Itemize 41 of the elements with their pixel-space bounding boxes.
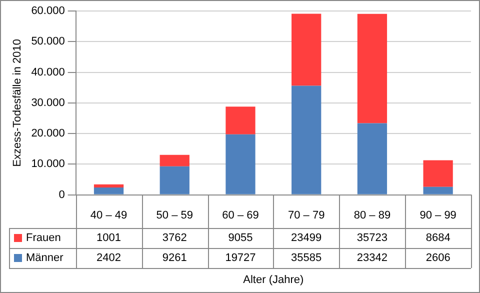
x-tick-label: 90 – 99 bbox=[420, 209, 456, 222]
data-label: 1001 bbox=[96, 232, 122, 244]
legend-label: Männer bbox=[26, 252, 64, 264]
bar bbox=[160, 154, 190, 166]
data-label: 3762 bbox=[162, 232, 187, 244]
x-tick-label: 70 – 79 bbox=[288, 209, 325, 222]
y-tick-label: 30.000 bbox=[31, 96, 65, 109]
y-tick-label: 20.000 bbox=[31, 128, 65, 140]
data-label: 2606 bbox=[426, 252, 450, 264]
y-tick-label: 60.000 bbox=[31, 5, 65, 18]
y-tick-label: 10.000 bbox=[31, 158, 65, 170]
y-tick-label: 40.000 bbox=[31, 66, 65, 78]
bar bbox=[423, 186, 453, 194]
data-label: 23342 bbox=[356, 252, 388, 264]
y-tick-label: 50.000 bbox=[31, 36, 65, 48]
x-tick-label: 60 – 69 bbox=[222, 209, 259, 222]
x-axis-title: Alter (Jahre) bbox=[243, 274, 304, 286]
bar bbox=[357, 14, 388, 124]
data-label: 9055 bbox=[228, 232, 253, 244]
bar bbox=[94, 184, 124, 188]
x-tick-label: 40 – 49 bbox=[90, 209, 128, 222]
bar bbox=[292, 86, 322, 194]
data-label: 23499 bbox=[291, 232, 322, 244]
bar bbox=[423, 160, 453, 187]
x-tick-label: 50 – 59 bbox=[156, 209, 193, 222]
data-label: 9261 bbox=[162, 252, 187, 264]
legend-label: Frauen bbox=[26, 232, 61, 244]
data-label: 2402 bbox=[96, 252, 122, 264]
bar bbox=[160, 166, 190, 194]
data-label: 8684 bbox=[426, 232, 450, 244]
x-tick-label: 80 – 89 bbox=[354, 209, 391, 222]
bar bbox=[94, 187, 124, 194]
y-tick-label: 0 bbox=[58, 188, 65, 201]
data-label: 19727 bbox=[225, 252, 256, 264]
data-label: 35585 bbox=[291, 252, 322, 264]
bar bbox=[357, 123, 388, 194]
bar bbox=[292, 14, 322, 86]
bar bbox=[226, 106, 256, 134]
bar bbox=[226, 134, 256, 194]
data-label: 35723 bbox=[356, 232, 388, 244]
y-axis-title: Exzess-Todesfälle in 2010 bbox=[12, 39, 24, 167]
